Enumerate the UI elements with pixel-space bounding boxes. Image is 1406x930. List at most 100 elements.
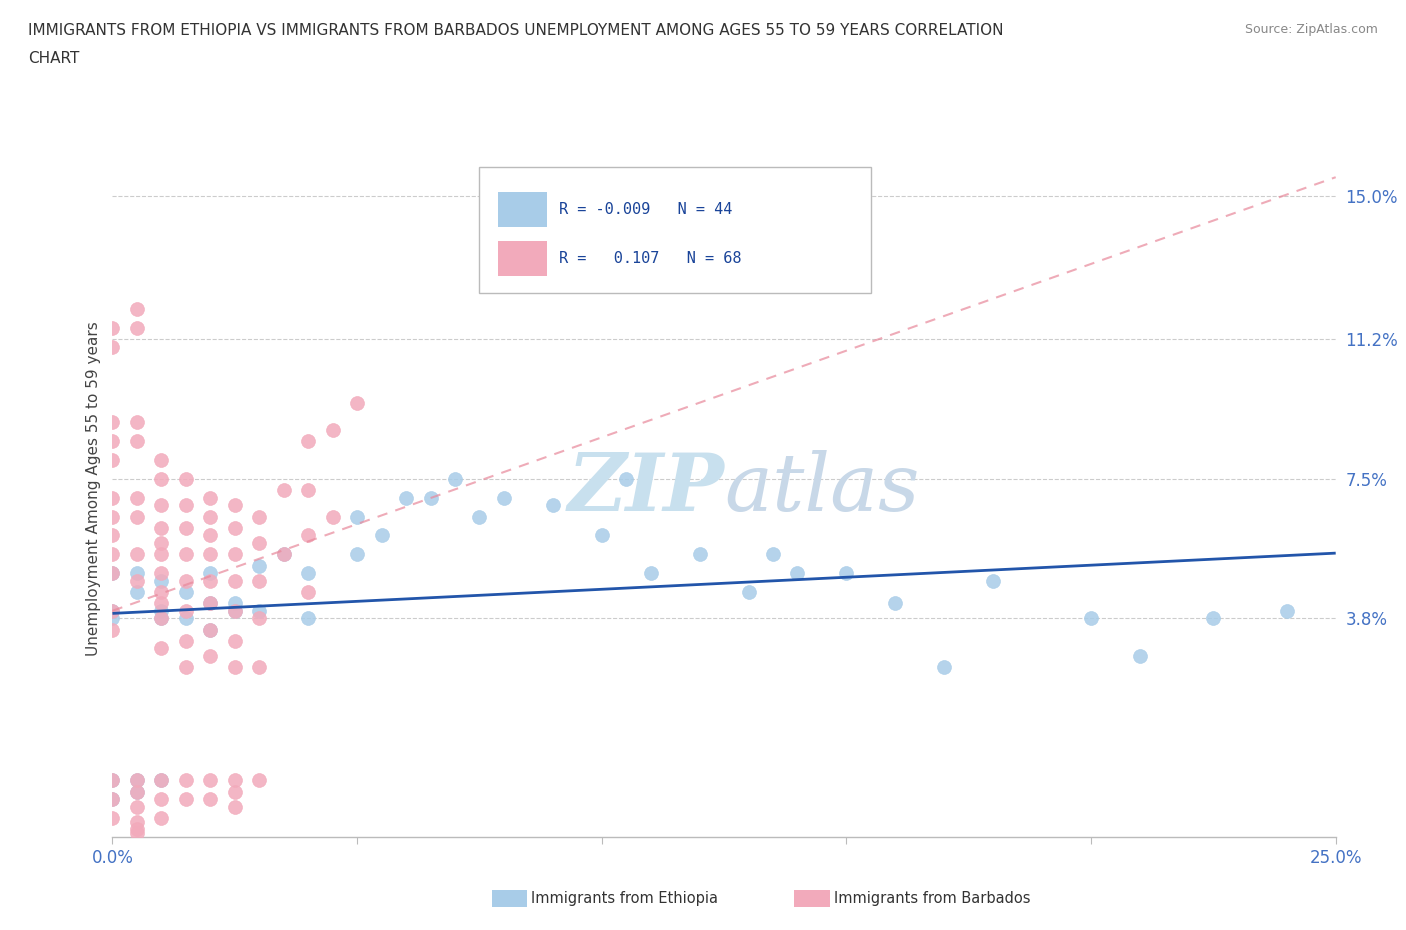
Point bbox=[200, 490, 222, 505]
Point bbox=[174, 547, 197, 562]
Point bbox=[297, 584, 319, 599]
Point bbox=[150, 791, 173, 806]
Point bbox=[247, 611, 270, 626]
Point bbox=[297, 433, 319, 448]
Point bbox=[200, 573, 222, 588]
Point bbox=[150, 521, 173, 536]
Point bbox=[614, 472, 637, 486]
Point bbox=[934, 660, 956, 675]
Point bbox=[689, 547, 711, 562]
Point bbox=[273, 547, 295, 562]
Point bbox=[101, 565, 124, 580]
Point bbox=[101, 791, 124, 806]
Point bbox=[297, 565, 319, 580]
Text: CHART: CHART bbox=[28, 51, 80, 66]
Point bbox=[101, 415, 124, 430]
Point bbox=[150, 773, 173, 788]
Point bbox=[101, 433, 124, 448]
Point bbox=[101, 604, 124, 618]
Point bbox=[200, 773, 222, 788]
Point bbox=[150, 498, 173, 512]
Point bbox=[101, 611, 124, 626]
Point bbox=[224, 521, 246, 536]
Text: R =   0.107   N = 68: R = 0.107 N = 68 bbox=[560, 250, 741, 266]
Point bbox=[150, 596, 173, 611]
Point bbox=[101, 565, 124, 580]
Point bbox=[125, 509, 148, 524]
Point bbox=[125, 490, 148, 505]
FancyBboxPatch shape bbox=[479, 167, 870, 293]
Point bbox=[150, 547, 173, 562]
Point bbox=[884, 596, 907, 611]
Point bbox=[224, 604, 246, 618]
Bar bbox=[498, 241, 547, 275]
Point bbox=[150, 773, 173, 788]
Point bbox=[224, 784, 246, 799]
Point bbox=[395, 490, 418, 505]
Point bbox=[125, 784, 148, 799]
Point bbox=[150, 536, 173, 551]
Point bbox=[150, 611, 173, 626]
Point bbox=[125, 822, 148, 837]
Point bbox=[101, 490, 124, 505]
Bar bbox=[498, 192, 547, 227]
Point bbox=[200, 622, 222, 637]
Point bbox=[224, 547, 246, 562]
Point bbox=[224, 800, 246, 815]
Point bbox=[101, 622, 124, 637]
Point bbox=[468, 509, 491, 524]
Point bbox=[174, 633, 197, 648]
Point bbox=[297, 528, 319, 543]
Point bbox=[125, 547, 148, 562]
Point bbox=[224, 573, 246, 588]
Point bbox=[200, 509, 222, 524]
Text: Immigrants from Barbados: Immigrants from Barbados bbox=[834, 891, 1031, 906]
Point bbox=[247, 558, 270, 573]
Point bbox=[101, 528, 124, 543]
Point bbox=[247, 773, 270, 788]
Point bbox=[346, 396, 368, 411]
Point bbox=[541, 498, 564, 512]
Y-axis label: Unemployment Among Ages 55 to 59 years: Unemployment Among Ages 55 to 59 years bbox=[86, 321, 101, 656]
Point bbox=[174, 521, 197, 536]
Point bbox=[101, 791, 124, 806]
Point bbox=[101, 509, 124, 524]
Text: Source: ZipAtlas.com: Source: ZipAtlas.com bbox=[1244, 23, 1378, 36]
Point bbox=[125, 815, 148, 830]
Point bbox=[125, 584, 148, 599]
Point bbox=[174, 472, 197, 486]
Point bbox=[247, 604, 270, 618]
Point bbox=[322, 509, 344, 524]
Point bbox=[444, 472, 467, 486]
Point bbox=[346, 547, 368, 562]
Point bbox=[200, 596, 222, 611]
Point bbox=[786, 565, 808, 580]
Point bbox=[224, 604, 246, 618]
Point bbox=[174, 584, 197, 599]
Point bbox=[1202, 611, 1225, 626]
Point bbox=[224, 660, 246, 675]
Point bbox=[224, 498, 246, 512]
Point bbox=[150, 811, 173, 826]
Point bbox=[297, 483, 319, 498]
Point bbox=[125, 773, 148, 788]
Point bbox=[492, 490, 515, 505]
Point bbox=[273, 483, 295, 498]
Point bbox=[174, 604, 197, 618]
Point bbox=[981, 573, 1004, 588]
Point bbox=[101, 321, 124, 336]
Point bbox=[150, 611, 173, 626]
Text: ZIP: ZIP bbox=[567, 449, 724, 527]
Point bbox=[224, 773, 246, 788]
Point bbox=[273, 547, 295, 562]
Point bbox=[125, 800, 148, 815]
Point bbox=[125, 784, 148, 799]
Text: atlas: atlas bbox=[724, 449, 920, 527]
Point bbox=[101, 547, 124, 562]
Point bbox=[125, 301, 148, 316]
Point bbox=[150, 604, 173, 618]
Point bbox=[419, 490, 441, 505]
Point bbox=[125, 826, 148, 841]
Point bbox=[247, 536, 270, 551]
Point bbox=[174, 660, 197, 675]
